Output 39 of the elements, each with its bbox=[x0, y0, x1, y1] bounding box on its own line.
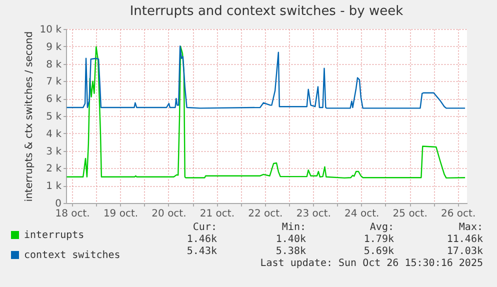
legend-label: interrupts bbox=[24, 230, 84, 241]
text: 11.46k bbox=[446, 234, 483, 246]
text: 1.46k bbox=[186, 234, 217, 246]
line-series bbox=[66, 45, 466, 109]
y-tick-label: 10 k bbox=[40, 24, 62, 36]
y-tick-label: 6 k bbox=[46, 94, 62, 106]
y-tick-label: 9 k bbox=[46, 42, 62, 53]
text: 5.38k bbox=[276, 246, 306, 258]
x-tick-label: 26 oct. bbox=[441, 208, 476, 220]
text: 1.79k bbox=[364, 234, 394, 246]
line-series bbox=[66, 46, 466, 179]
x-tick-label: 22 oct. bbox=[248, 208, 283, 220]
text: 1.40k bbox=[276, 234, 306, 246]
y-tick-label: 2 k bbox=[46, 164, 62, 175]
y-axis-title: interrupts & ctx switches / second bbox=[24, 31, 35, 202]
text: 5.43k bbox=[186, 246, 217, 258]
x-tick-label: 25 oct. bbox=[392, 208, 428, 220]
text: Max: bbox=[458, 222, 483, 234]
text: Last update: Sun Oct 26 15:30:16 2025 bbox=[260, 258, 483, 270]
y-tick-label: 8 k bbox=[46, 59, 62, 70]
x-tick-label: 19 oct. bbox=[103, 208, 138, 220]
x-tick-label: 21 oct. bbox=[200, 208, 235, 220]
x-tick-label: 18 oct. bbox=[55, 208, 90, 220]
text: Min: bbox=[282, 222, 306, 234]
x-tick-label: 24 oct. bbox=[344, 208, 380, 220]
chart-title: Interrupts and context switches - by week bbox=[130, 4, 404, 19]
text: Avg: bbox=[370, 222, 394, 234]
text: Cur: bbox=[192, 222, 217, 234]
legend-label: context switches bbox=[24, 250, 120, 261]
y-tick-label: 4 k bbox=[46, 128, 62, 140]
y-tick-label: 5 k bbox=[46, 112, 62, 122]
x-tick-label: 20 oct. bbox=[152, 208, 186, 220]
y-tick-label: 0 bbox=[55, 198, 62, 210]
y-tick-label: 3 k bbox=[46, 146, 62, 158]
x-tick-label: 23 oct. bbox=[296, 208, 331, 220]
y-tick-label: 1 k bbox=[46, 181, 62, 192]
text: 17.03k bbox=[446, 246, 483, 258]
text: 5.69k bbox=[364, 246, 394, 258]
y-tick-label: 7 k bbox=[46, 76, 62, 88]
